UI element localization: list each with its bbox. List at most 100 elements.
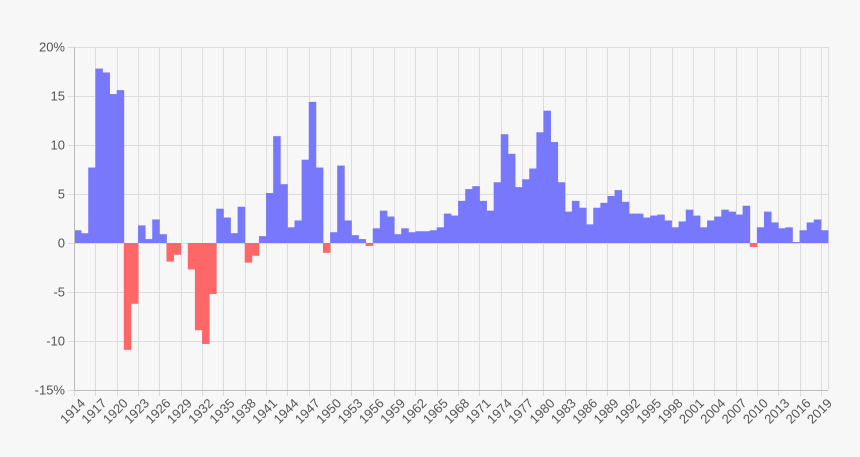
- bar-1920: [116, 90, 125, 244]
- bar-1941: [266, 193, 274, 243]
- bar-1965: [436, 227, 445, 243]
- bar-1948: [315, 167, 324, 243]
- bar-1928: [173, 243, 182, 255]
- bar-1990: [614, 190, 623, 243]
- y-tick-label: 20%: [39, 40, 65, 55]
- bar-1917: [95, 68, 103, 243]
- bar-2017: [806, 222, 815, 243]
- bar-1968: [458, 200, 466, 243]
- bar-1984: [571, 200, 580, 243]
- bar-1993: [635, 213, 644, 243]
- y-tick-label: -15%: [35, 383, 66, 398]
- bar-1970: [472, 186, 480, 243]
- bar-1934: [216, 208, 224, 243]
- bar-1937: [237, 206, 246, 243]
- bar-1961: [408, 232, 416, 243]
- bar-1996: [657, 214, 665, 243]
- bar-1933: [209, 243, 217, 294]
- bar-1989: [607, 195, 615, 243]
- bar-2003: [707, 220, 715, 243]
- bar-1938: [244, 243, 253, 263]
- bar-1975: [507, 153, 516, 243]
- bar-1942: [273, 136, 281, 243]
- bar-1966: [443, 213, 452, 243]
- bar-1960: [401, 228, 409, 243]
- bar-1936: [230, 233, 238, 243]
- y-tick-label: 15: [51, 89, 65, 104]
- bar-1943: [280, 184, 288, 243]
- bar-1955: [365, 243, 374, 246]
- bar-1977: [522, 179, 530, 243]
- bar-1995: [650, 215, 658, 243]
- bar-1997: [664, 220, 672, 243]
- bar-1967: [451, 215, 459, 243]
- x-tick-label: 2019: [804, 396, 835, 427]
- y-tick-label: 0: [58, 236, 65, 251]
- bar-1985: [579, 207, 587, 243]
- bar-1916: [88, 167, 96, 243]
- bar-1954: [358, 239, 367, 243]
- bar-1924: [145, 239, 153, 243]
- bar-1930: [187, 243, 196, 270]
- bar-1921: [123, 243, 132, 350]
- bar-2012: [771, 222, 779, 243]
- bar-1939: [251, 243, 260, 256]
- y-tick-label: 10: [51, 138, 65, 153]
- bar-1978: [529, 168, 537, 243]
- bar-1940: [258, 236, 267, 243]
- bar-1915: [81, 233, 89, 243]
- bar-1991: [621, 201, 630, 243]
- bar-1987: [593, 207, 601, 243]
- bar-1994: [643, 217, 651, 243]
- bar-1931: [194, 243, 203, 331]
- bar-1945: [294, 220, 303, 243]
- bar-1919: [109, 94, 118, 243]
- bar-1932: [202, 243, 210, 344]
- bar-1953: [351, 235, 359, 243]
- bar-1944: [287, 227, 295, 243]
- bar-2014: [785, 227, 793, 243]
- bar-2015: [792, 242, 800, 243]
- bar-1971: [479, 200, 487, 243]
- bar-2019: [820, 230, 829, 243]
- bar-1959: [394, 234, 402, 243]
- bar-1946: [301, 159, 310, 243]
- bar-1972: [486, 210, 495, 243]
- bar-1988: [600, 202, 608, 243]
- bar-1952: [344, 220, 352, 243]
- bar-2006: [728, 211, 736, 243]
- bar-1999: [678, 221, 687, 243]
- bar-1983: [564, 211, 573, 243]
- bar-2001: [692, 215, 701, 243]
- bar-1992: [628, 213, 637, 243]
- bar-1914: [74, 230, 82, 243]
- bar-2009: [749, 243, 758, 247]
- bar-2008: [742, 205, 751, 243]
- bar-1981: [550, 142, 559, 243]
- y-tick-label: -5: [53, 285, 65, 300]
- bar-2016: [799, 230, 808, 243]
- bar-1962: [415, 231, 423, 243]
- bar-1947: [308, 101, 317, 243]
- bar-1926: [159, 234, 167, 243]
- bar-1956: [372, 228, 381, 243]
- bar-2010: [756, 227, 765, 243]
- bar-1925: [152, 219, 160, 243]
- bar-2013: [778, 228, 786, 243]
- y-tick-label: 5: [58, 187, 65, 202]
- bar-2004: [714, 216, 722, 243]
- bar-1958: [386, 216, 395, 243]
- bars: [74, 68, 829, 350]
- bar-1964: [429, 230, 438, 243]
- bar-1982: [557, 182, 566, 243]
- bar-1918: [102, 72, 110, 243]
- bar-1980: [543, 110, 551, 243]
- bar-1951: [337, 165, 345, 243]
- bar-1957: [379, 210, 388, 243]
- bar-2005: [721, 209, 729, 243]
- bar-1973: [493, 182, 502, 243]
- bar-1974: [500, 134, 509, 243]
- bar-2007: [735, 214, 744, 243]
- bar-1998: [671, 227, 680, 243]
